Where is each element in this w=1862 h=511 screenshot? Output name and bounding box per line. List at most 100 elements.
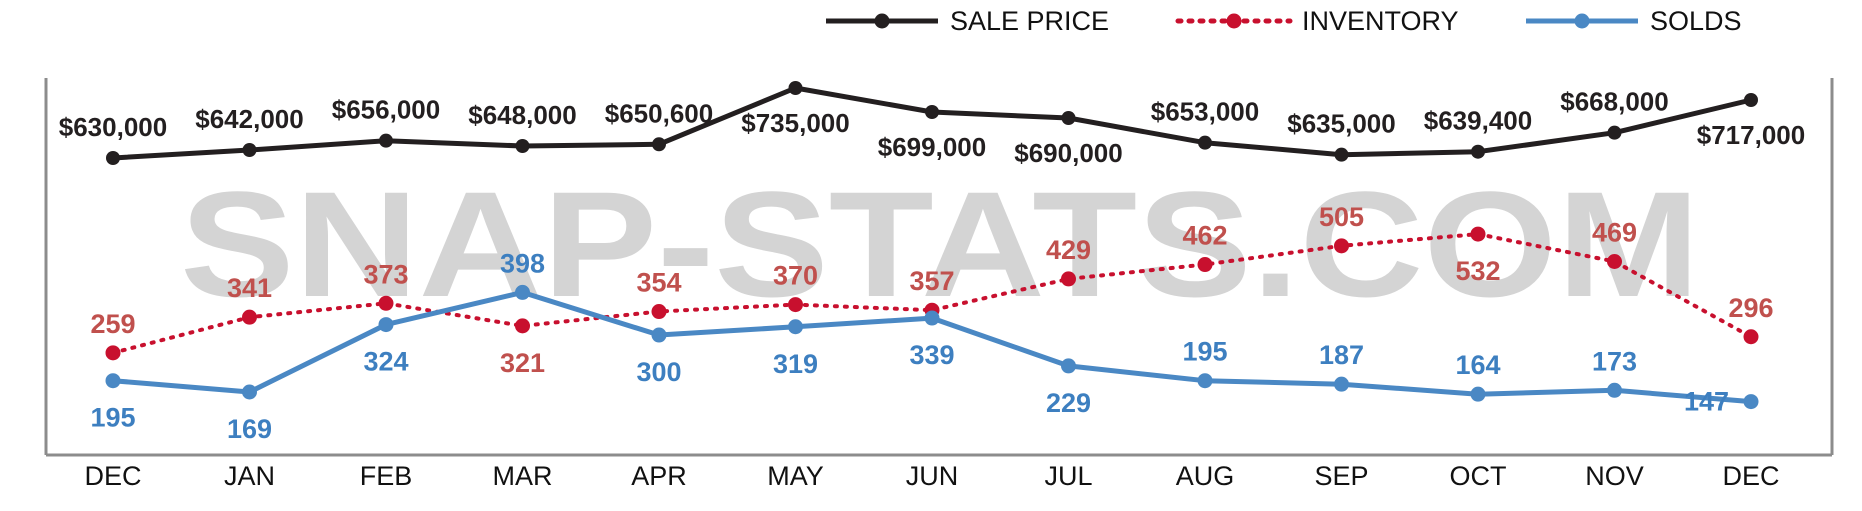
data-point	[1197, 373, 1213, 389]
data-point	[1743, 329, 1759, 345]
legend-swatch-marker	[1226, 13, 1242, 29]
data-point	[652, 137, 666, 152]
x-tick-label: FEB	[360, 461, 413, 491]
data-point	[1607, 125, 1622, 140]
x-tick-label: OCT	[1450, 461, 1507, 491]
data-point	[242, 309, 257, 325]
data-label: $630,000	[59, 112, 167, 142]
data-point	[105, 373, 121, 389]
x-tick-label: JUN	[906, 461, 959, 491]
data-label: 195	[90, 403, 135, 433]
data-point	[515, 139, 530, 153]
data-point	[242, 384, 257, 400]
data-label: $717,000	[1697, 120, 1805, 150]
legend-label: INVENTORY	[1302, 6, 1459, 36]
data-point	[1607, 254, 1622, 269]
data-label: 187	[1319, 340, 1364, 370]
data-point	[1197, 257, 1213, 273]
data-point	[1334, 376, 1349, 392]
legend-label: SALE PRICE	[950, 6, 1109, 36]
data-point	[242, 143, 257, 157]
data-label: $653,000	[1151, 97, 1259, 127]
data-point	[1061, 358, 1076, 374]
x-tick-label: JAN	[224, 461, 275, 491]
data-point	[1743, 394, 1759, 410]
data-label: $635,000	[1287, 109, 1395, 139]
data-label: $639,400	[1424, 106, 1532, 136]
x-axis: DEC JAN FEB MAR APR MAY JUN JUL AUG SEP OCT NOV DEC	[84, 461, 1779, 491]
legend: SALE PRICE INVENTORY SOLDS	[826, 6, 1742, 36]
data-label: $650,600	[605, 98, 713, 128]
data-label: 164	[1455, 350, 1500, 380]
plot-frame	[44, 78, 1834, 457]
data-label: 324	[363, 347, 408, 377]
data-label: 462	[1182, 221, 1227, 251]
data-label: 357	[909, 266, 954, 296]
data-label: $699,000	[878, 132, 986, 162]
series-layer: $630,000 $642,000 $656,000 $648,000 $650,600…	[59, 81, 1805, 444]
watermark: SNAP-STATS.COM	[180, 160, 1700, 328]
data-point	[1061, 271, 1076, 287]
legend-item: SOLDS	[1526, 6, 1742, 36]
data-label: 341	[227, 273, 272, 303]
data-point	[1334, 238, 1349, 254]
x-tick-label: NOV	[1585, 461, 1644, 491]
data-point	[651, 327, 667, 343]
data-label: 300	[636, 357, 681, 387]
data-label: 469	[1592, 218, 1637, 248]
data-label: 429	[1046, 235, 1091, 265]
legend-swatch-marker	[874, 13, 890, 29]
x-tick-label: DEC	[1722, 461, 1779, 491]
data-label: 354	[636, 268, 681, 298]
legend-swatch-marker	[1574, 13, 1590, 29]
data-point	[515, 284, 530, 300]
data-point	[1607, 382, 1622, 398]
data-label: 195	[1182, 337, 1227, 367]
legend-item: INVENTORY	[1175, 6, 1459, 36]
series-inventory: 259 341 373 321 354 370 357 429 462 505 532 469 296	[90, 202, 1773, 378]
data-label: 339	[909, 340, 954, 370]
data-label: 373	[363, 259, 408, 289]
data-point	[1744, 93, 1758, 107]
data-label: $648,000	[468, 100, 576, 130]
x-tick-label: JUL	[1044, 461, 1092, 491]
x-tick-label: MAY	[767, 461, 824, 491]
data-point	[378, 295, 394, 311]
x-tick-label: APR	[631, 461, 687, 491]
data-point	[515, 318, 530, 334]
data-point	[105, 345, 121, 361]
data-label: 532	[1455, 256, 1500, 286]
series-solds: 195 169 324 398 300 319 339 229 195 187 164 173 147	[90, 248, 1759, 444]
data-point	[1470, 386, 1486, 402]
data-point	[379, 133, 393, 148]
data-label: 321	[500, 348, 545, 378]
data-point	[925, 105, 939, 119]
data-label: 296	[1728, 293, 1773, 323]
data-point	[378, 317, 394, 333]
data-label: $668,000	[1560, 87, 1668, 117]
data-label: $656,000	[332, 95, 440, 125]
data-point	[788, 319, 803, 335]
x-tick-label: MAR	[493, 461, 553, 491]
data-point	[788, 297, 803, 313]
data-point	[1471, 144, 1485, 159]
data-point	[1198, 135, 1212, 150]
data-point	[651, 304, 667, 320]
legend-label: SOLDS	[1650, 6, 1742, 36]
data-point	[1470, 226, 1486, 242]
data-point	[1334, 147, 1349, 162]
series-sale-price: $630,000 $642,000 $656,000 $648,000 $650,600…	[59, 81, 1805, 168]
legend-item: SALE PRICE	[826, 6, 1109, 36]
data-label: 173	[1592, 346, 1637, 376]
x-tick-label: DEC	[84, 461, 141, 491]
data-point	[1061, 111, 1076, 125]
data-label: 398	[500, 248, 545, 278]
data-label: $690,000	[1014, 138, 1122, 168]
data-label: $642,000	[195, 104, 303, 134]
data-label: 370	[773, 261, 818, 291]
x-tick-label: AUG	[1176, 461, 1235, 491]
x-tick-label: SEP	[1314, 461, 1368, 491]
data-label: 505	[1319, 202, 1364, 232]
data-label: 147	[1684, 387, 1729, 417]
